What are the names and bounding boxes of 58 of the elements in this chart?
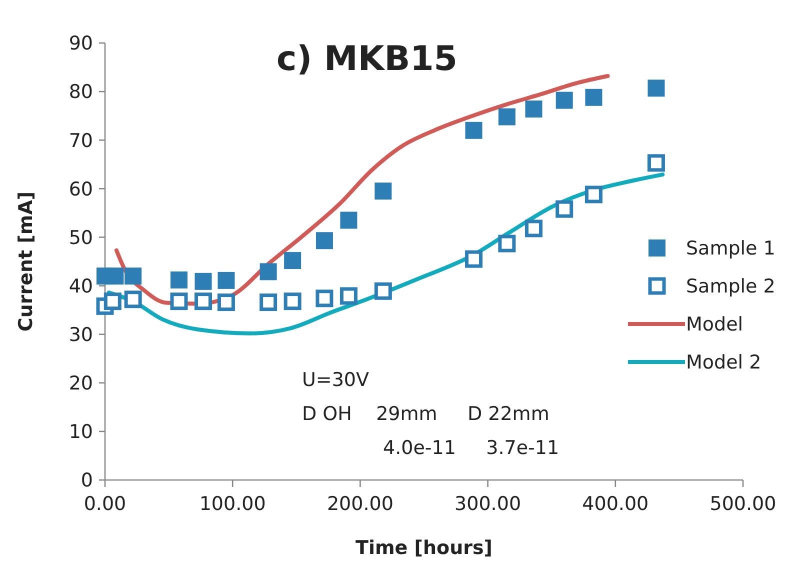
point	[584, 186, 602, 204]
point	[194, 292, 212, 310]
legend-label: Model	[686, 314, 744, 336]
point	[585, 88, 602, 106]
y-tick-label: 20	[68, 372, 93, 395]
y-axis-title: Current [mA]	[15, 191, 37, 332]
x-tick-label: 500.00	[710, 493, 776, 515]
y-tick-label: 90	[68, 32, 93, 55]
point	[374, 282, 392, 300]
point	[170, 271, 188, 288]
point	[374, 182, 392, 200]
y-tick-label: 10	[68, 421, 93, 444]
point	[340, 287, 358, 305]
legend-label: Model 2	[686, 352, 762, 374]
annotation: D OH 29mm D 22mm	[302, 403, 550, 425]
x-tick-label: 200.00	[326, 493, 394, 515]
point	[260, 263, 277, 280]
point	[217, 294, 235, 312]
y-tick-label: 50	[68, 226, 93, 249]
x-axis-title: Time [hours]	[356, 537, 492, 559]
point	[284, 292, 302, 310]
point	[556, 200, 574, 218]
point	[498, 108, 516, 126]
y-tick-label: 70	[68, 130, 93, 152]
point	[498, 234, 516, 252]
point	[284, 252, 302, 270]
annotation: 4.0e-11 3.7e-11	[383, 437, 560, 459]
y-tick-label: 0	[80, 470, 93, 492]
point	[316, 290, 334, 308]
y-tick-label: 30	[68, 324, 93, 346]
annotation: U=30V	[302, 369, 370, 391]
point	[124, 268, 142, 285]
y-tick-label: 80	[68, 81, 93, 104]
point	[556, 92, 573, 109]
x-tick-label: 300.00	[454, 493, 522, 515]
point	[465, 122, 482, 139]
point	[524, 220, 542, 238]
y-tick-label: 60	[68, 178, 93, 200]
point	[104, 292, 122, 310]
point	[525, 100, 542, 118]
legend-label: Sample 1	[686, 238, 776, 260]
point	[340, 212, 358, 229]
point	[647, 154, 665, 172]
point	[465, 250, 483, 268]
x-tick-label: 100.00	[199, 493, 266, 515]
point	[260, 294, 278, 312]
y-tick-label: 40	[68, 275, 93, 298]
point	[218, 272, 235, 289]
point	[170, 292, 188, 310]
point	[316, 232, 333, 250]
chart-title: c) MKB15	[276, 39, 458, 79]
point	[648, 80, 665, 97]
x-tick-label: 400.00	[582, 493, 649, 515]
point	[106, 268, 124, 285]
x-tick-label: 0.00	[84, 493, 126, 515]
point	[124, 290, 142, 308]
legend-label: Sample 2	[686, 276, 776, 298]
point	[194, 272, 212, 290]
